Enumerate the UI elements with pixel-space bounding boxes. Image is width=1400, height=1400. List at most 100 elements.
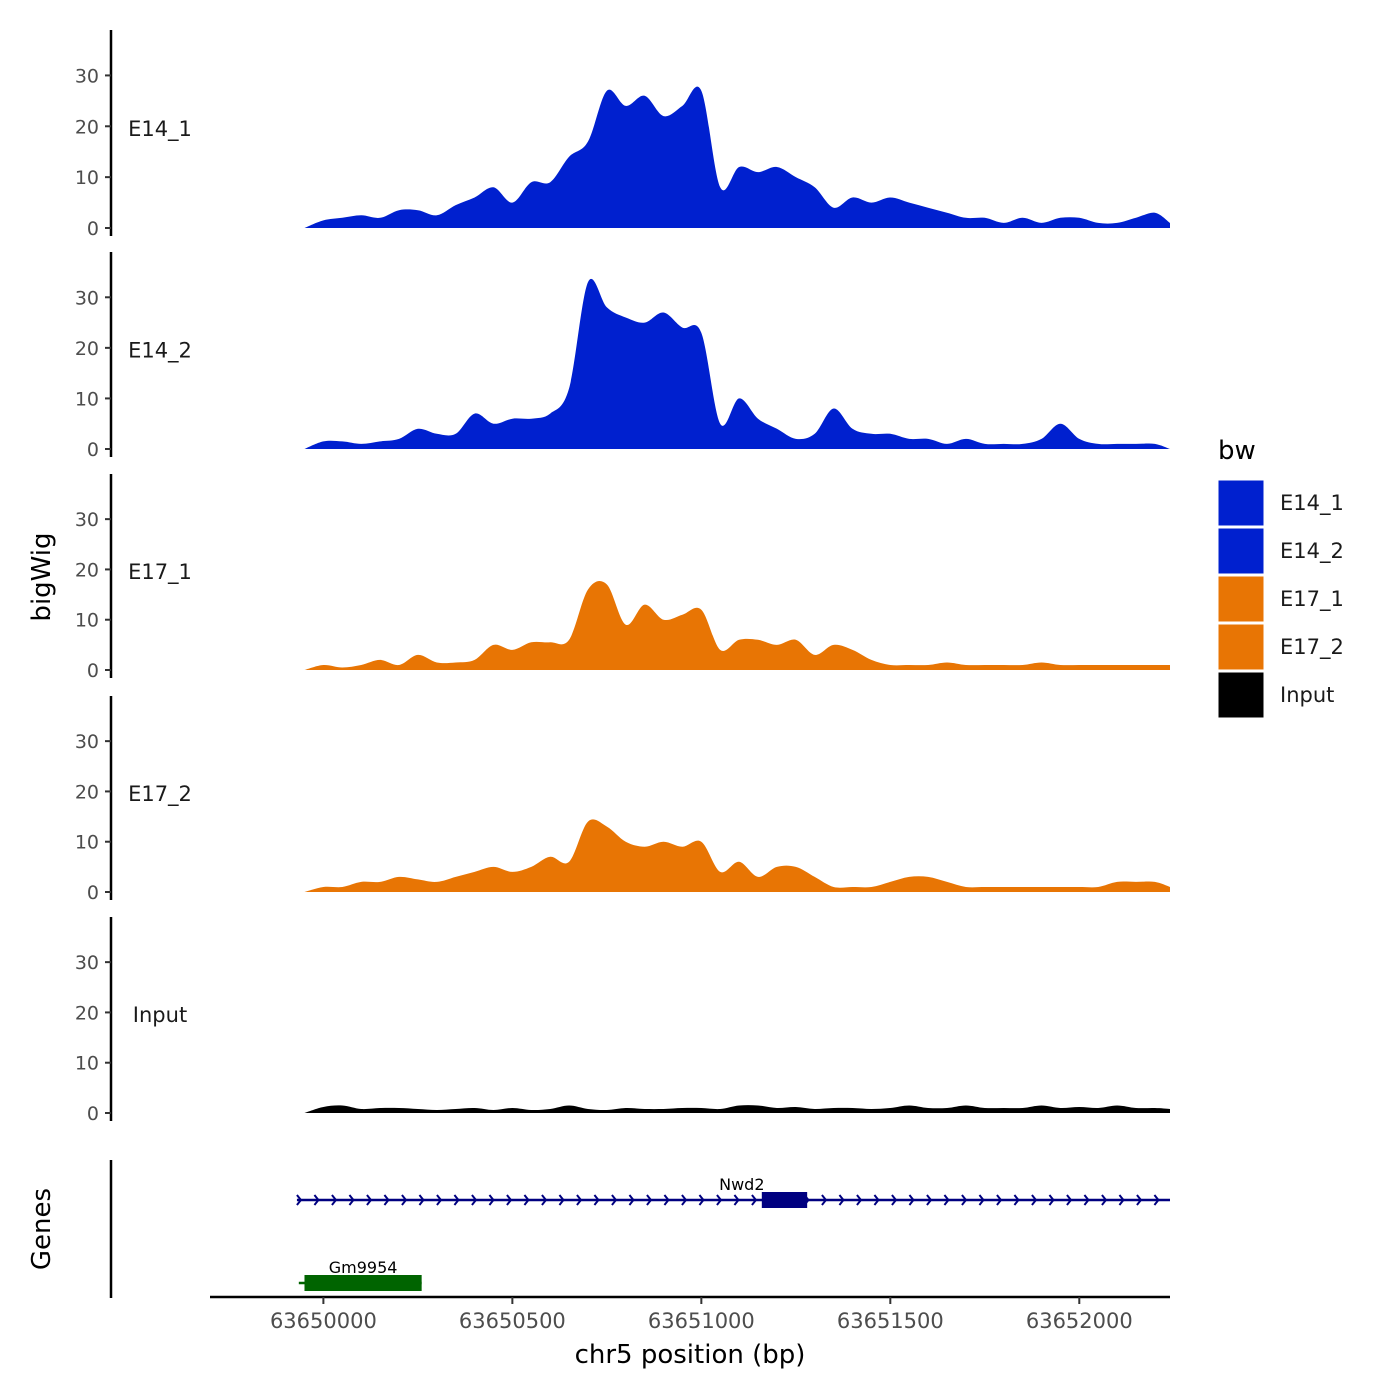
y-tick-label: 30 <box>75 287 99 309</box>
strand-arrow-icon <box>1101 1194 1108 1206</box>
legend-swatch <box>1217 623 1265 671</box>
track-label: E14_1 <box>128 117 192 142</box>
strand-arrow-icon <box>453 1194 460 1206</box>
legend: bw E14_1 E14_2 E17_1 E17_2 Input <box>1217 436 1344 719</box>
strand-arrow-icon <box>1153 1194 1160 1206</box>
legend-swatch <box>1217 479 1265 527</box>
x-tick-label: 63651500 <box>837 1309 944 1333</box>
y-axis-title: bigWig <box>27 532 57 621</box>
y-tick-label: 30 <box>75 731 99 753</box>
signal-tracks: 0 10 20 30 E14_1 0 10 20 30 E14_2 0 10 20 30 E17_1 0 10 2… <box>75 30 1170 1125</box>
strand-arrow-icon <box>541 1194 548 1206</box>
signal-area-E17_2 <box>304 819 1170 892</box>
strand-arrow-icon <box>611 1194 618 1206</box>
strand-arrow-icon <box>891 1194 898 1206</box>
genes-panel: Nwd2 Gm9954 <box>109 1160 1170 1298</box>
y-tick-label: 10 <box>75 610 99 632</box>
strand-arrow-icon <box>488 1194 495 1206</box>
y-tick-label: 20 <box>75 559 99 581</box>
signal-area-E17_1 <box>304 581 1170 670</box>
strand-arrow-icon <box>681 1194 688 1206</box>
strand-arrow-icon <box>523 1194 530 1206</box>
gene-Gm9954: Gm9954 <box>298 1258 422 1291</box>
strand-arrow-icon <box>646 1194 653 1206</box>
y-tick-label: 20 <box>75 781 99 803</box>
strand-arrow-icon <box>1031 1194 1038 1206</box>
track-Input: 0 10 20 30 Input <box>75 917 1170 1125</box>
signal-area-E14_2 <box>304 278 1170 449</box>
gene-exon <box>304 1275 422 1291</box>
strand-arrow-icon <box>908 1194 915 1206</box>
strand-arrow-icon <box>331 1194 338 1206</box>
signal-area-E14_1 <box>304 86 1170 228</box>
y-tick-label: 20 <box>75 1002 99 1024</box>
x-tick-label: 63650500 <box>459 1309 566 1333</box>
y-tick-label: 10 <box>75 388 99 410</box>
y-tick-label: 0 <box>87 218 99 240</box>
legend-label: E17_1 <box>1280 587 1344 612</box>
y-tick-label: 20 <box>75 116 99 138</box>
y-tick-label: 0 <box>87 439 99 461</box>
strand-arrow-icon <box>418 1194 425 1206</box>
y-tick-label: 20 <box>75 338 99 360</box>
y-tick-label: 10 <box>75 167 99 189</box>
y-tick-label: 30 <box>75 65 99 87</box>
x-tick-label: 63652000 <box>1026 1309 1133 1333</box>
track-E17_2: 0 10 20 30 E17_2 <box>75 696 1170 904</box>
strand-arrow-icon <box>593 1194 600 1206</box>
gene-Nwd2: Nwd2 <box>296 1175 1170 1208</box>
signal-area-Input <box>304 1105 1170 1113</box>
track-label: E17_1 <box>128 560 192 585</box>
strand-arrow-icon <box>628 1194 635 1206</box>
y-tick-label: 0 <box>87 1103 99 1125</box>
strand-arrow-icon <box>838 1194 845 1206</box>
track-E14_2: 0 10 20 30 E14_2 <box>75 252 1170 461</box>
strand-arrow-icon <box>821 1194 828 1206</box>
strand-arrow-icon <box>663 1194 670 1206</box>
legend-label: Input <box>1280 683 1334 707</box>
strand-arrow-icon <box>296 1194 303 1206</box>
strand-arrow-icon <box>383 1194 390 1206</box>
y-tick-label: 0 <box>87 660 99 682</box>
strand-arrow-icon <box>961 1194 968 1206</box>
strand-arrow-icon <box>436 1194 443 1206</box>
y-tick-label: 10 <box>75 1053 99 1075</box>
strand-arrow-icon <box>873 1194 880 1206</box>
track-E14_1: 0 10 20 30 E14_1 <box>75 30 1170 240</box>
strand-arrow-icon <box>1048 1194 1055 1206</box>
legend-swatch <box>1217 527 1265 575</box>
strand-arrow-icon <box>1118 1194 1125 1206</box>
legend-label: E17_2 <box>1280 635 1344 660</box>
strand-arrow-icon <box>313 1194 320 1206</box>
x-tick-label: 63651000 <box>648 1309 755 1333</box>
y-tick-label: 0 <box>87 882 99 904</box>
genes-axis-title: Genes <box>27 1188 57 1270</box>
track-label: E17_2 <box>128 782 192 807</box>
strand-arrow-icon <box>1066 1194 1073 1206</box>
gene-exon <box>761 1192 808 1208</box>
x-axis: 63650000 63650500 63651000 63651500 63652000 <box>210 1295 1170 1333</box>
legend-label: E14_2 <box>1280 539 1344 564</box>
gene-label: Gm9954 <box>329 1258 398 1277</box>
strand-arrow-icon <box>558 1194 565 1206</box>
strand-arrow-icon <box>716 1194 723 1206</box>
strand-arrow-icon <box>576 1194 583 1206</box>
strand-arrow-icon <box>1136 1194 1143 1206</box>
strand-arrow-icon <box>926 1194 933 1206</box>
legend-swatch <box>1217 575 1265 623</box>
legend-swatch <box>1217 671 1265 719</box>
strand-arrow-icon <box>856 1194 863 1206</box>
strand-arrow-icon <box>471 1194 478 1206</box>
track-E17_1: 0 10 20 30 E17_1 <box>75 474 1170 682</box>
strand-arrow-icon <box>348 1194 355 1206</box>
track-label: Input <box>133 1003 187 1027</box>
strand-arrow-icon <box>943 1194 950 1206</box>
y-tick-label: 30 <box>75 509 99 531</box>
strand-arrow-icon <box>506 1194 513 1206</box>
y-tick-label: 10 <box>75 832 99 854</box>
legend-label: E14_1 <box>1280 491 1344 516</box>
y-tick-label: 30 <box>75 952 99 974</box>
strand-arrow-icon <box>366 1194 373 1206</box>
strand-arrow-icon <box>1083 1194 1090 1206</box>
